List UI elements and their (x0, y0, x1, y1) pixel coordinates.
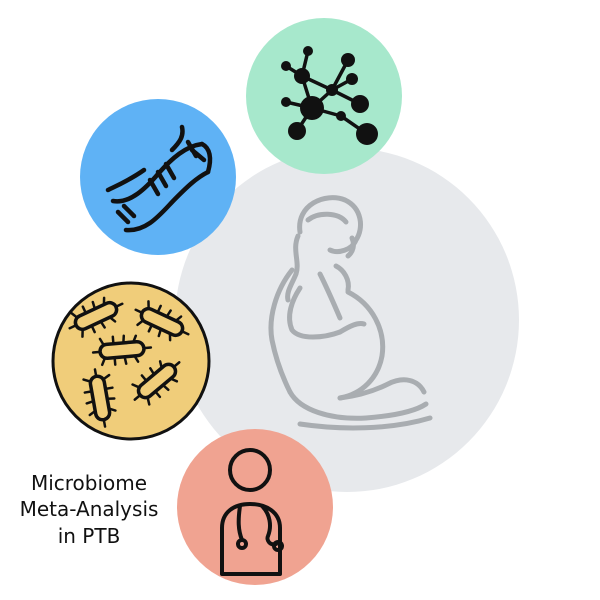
diagram-caption: Microbiome Meta-Analysis in PTB (0, 470, 178, 549)
bacteria-icon (68, 296, 190, 428)
caption-line-1: Microbiome (30, 471, 148, 495)
bacteria-circle (51, 281, 211, 441)
bacteria-node (51, 281, 211, 441)
bacterium-4 (82, 368, 117, 428)
dna-node (80, 99, 236, 255)
caption-line-2: Meta-Analysis (19, 497, 159, 522)
center-circle (175, 148, 519, 492)
clinician-node (177, 429, 333, 585)
center-node (175, 148, 519, 492)
bacterium-1 (68, 296, 124, 338)
pregnant-woman-icon (268, 195, 433, 431)
clinician-circle (177, 429, 333, 585)
network-graph-icon (281, 46, 378, 145)
bacterium-5 (131, 360, 181, 406)
bacterium-3 (91, 334, 153, 367)
dna-helix-icon (105, 124, 213, 233)
bacterium-2 (134, 300, 190, 342)
caption-line-3: in PTB (57, 523, 121, 548)
clinician-stethoscope-icon (220, 448, 284, 576)
network-node (246, 18, 402, 174)
